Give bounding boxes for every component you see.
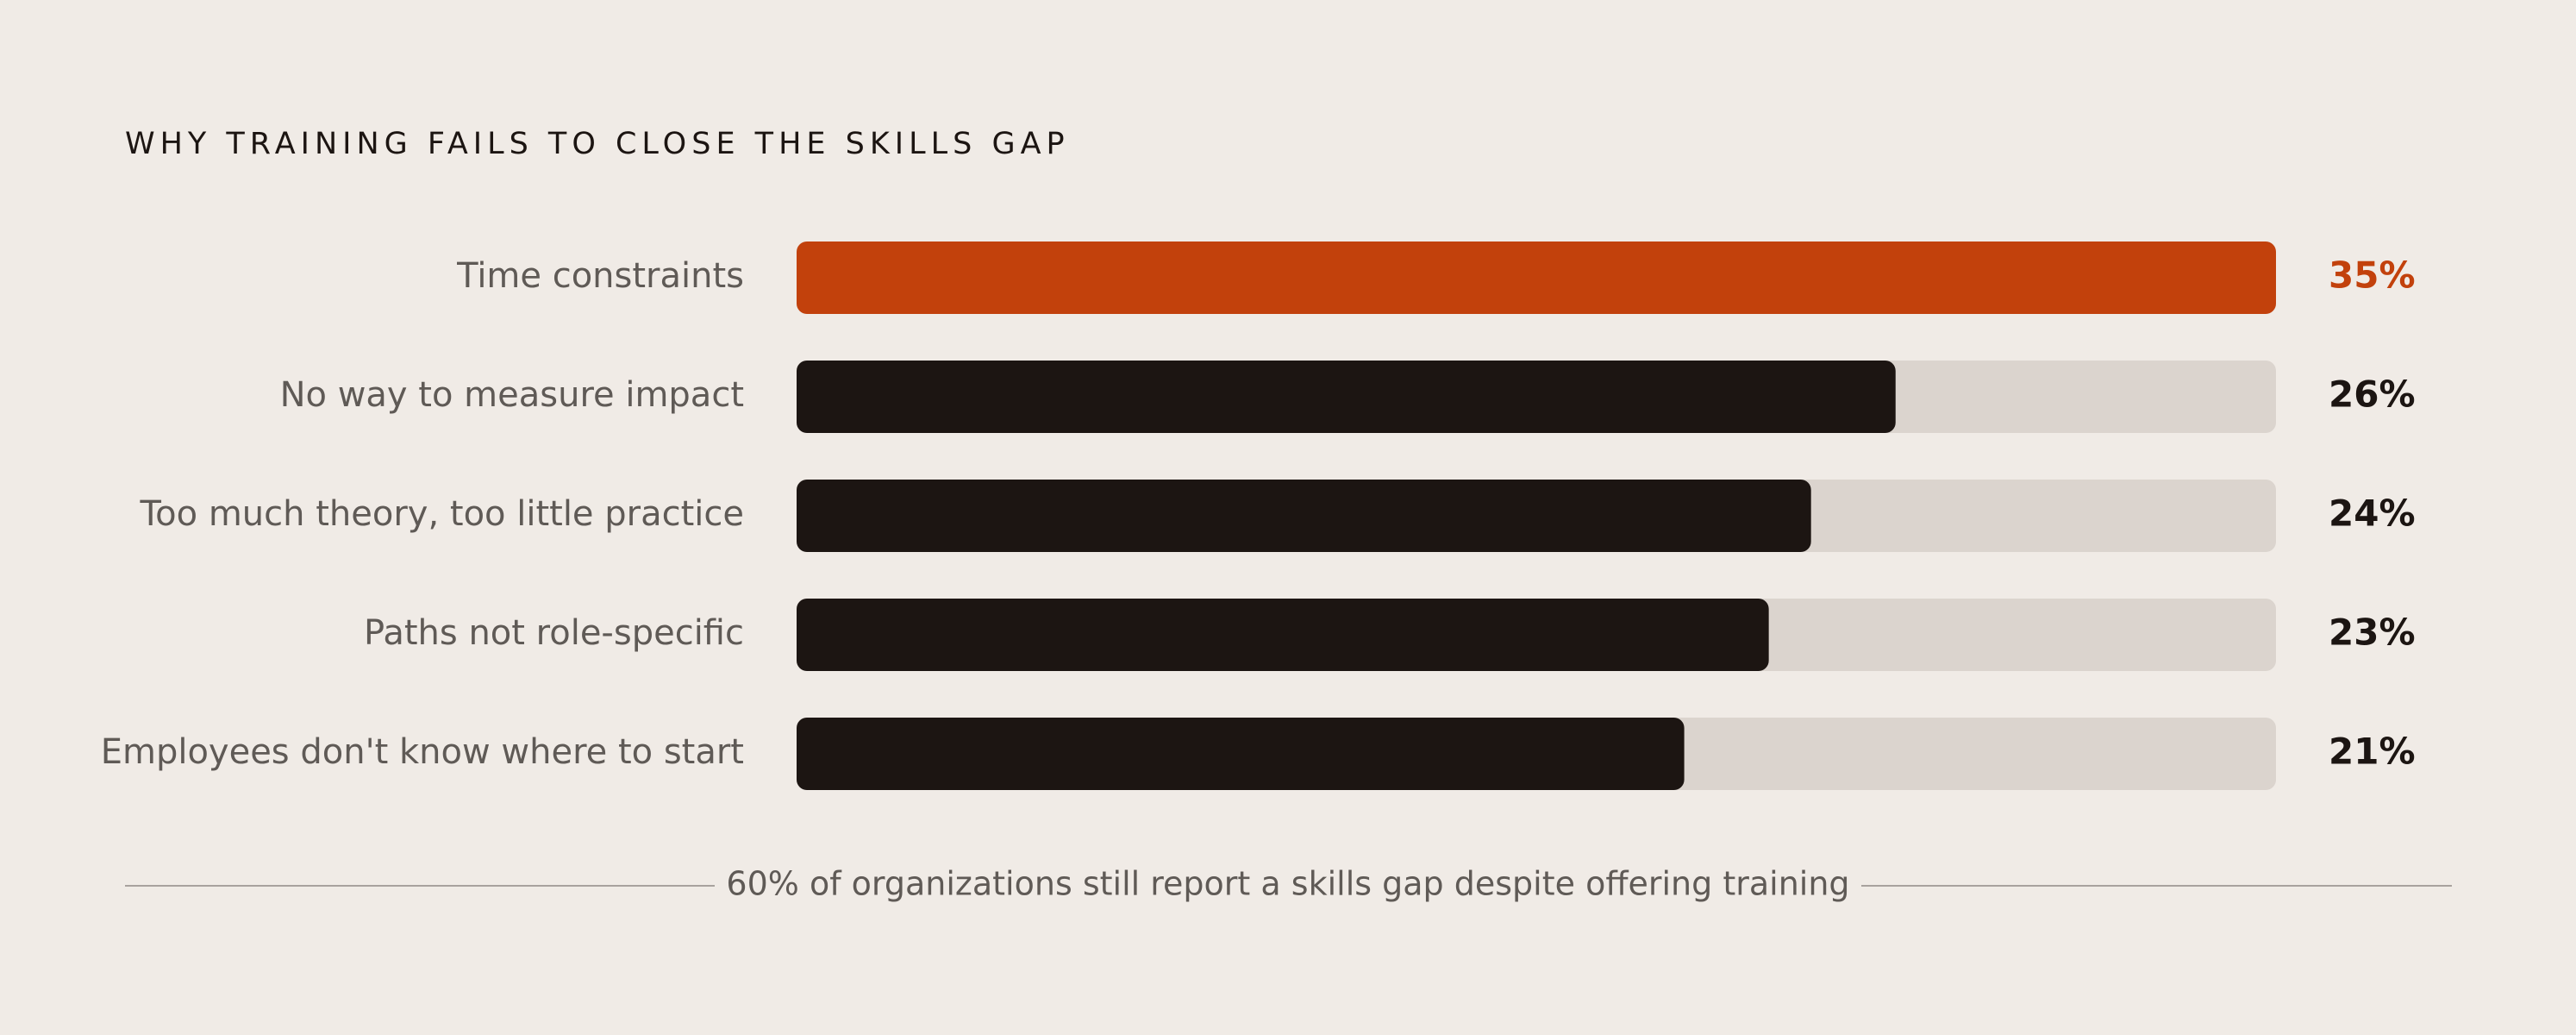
category-label: Too much theory, too little practice	[140, 494, 744, 534]
bar	[797, 480, 1811, 552]
value-label: 24%	[2329, 492, 2416, 535]
chart-title: WHY TRAINING FAILS TO CLOSE THE SKILLS G…	[125, 127, 1070, 161]
bar	[797, 599, 1769, 671]
bar	[797, 242, 2276, 314]
value-label: 26%	[2329, 373, 2416, 416]
value-label: 35%	[2329, 254, 2416, 297]
category-label: No way to measure impact	[280, 375, 744, 415]
category-label: Paths not role-specific	[364, 613, 744, 653]
footnote: 60% of organizations still report a skil…	[726, 865, 1849, 903]
bar	[797, 361, 1896, 433]
value-label: 21%	[2329, 731, 2416, 773]
category-label: Employees don't know where to start	[101, 732, 744, 772]
bar	[797, 718, 1685, 790]
category-label: Time constraints	[456, 256, 744, 296]
value-label: 23%	[2329, 612, 2416, 654]
